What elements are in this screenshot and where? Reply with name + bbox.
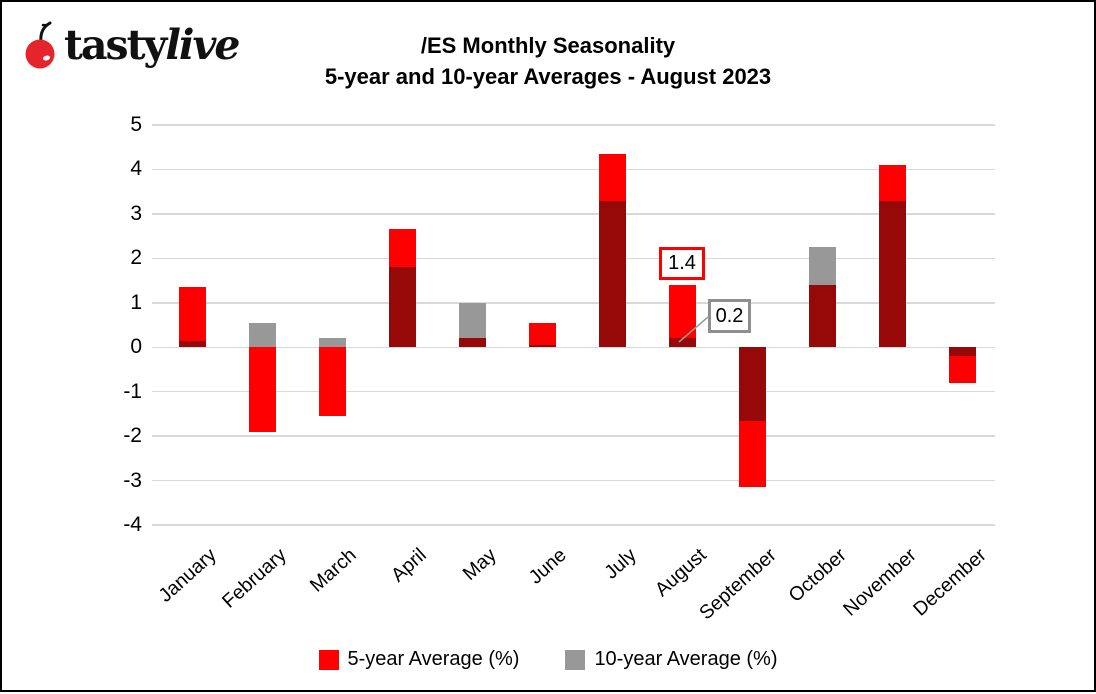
bar-june-overlap: [528, 345, 556, 348]
bar-january-overlap: [178, 340, 206, 348]
bar-december-overlap: [948, 347, 976, 357]
gridline-3: [152, 213, 995, 215]
x-label-november: November: [839, 544, 921, 621]
legend-label-10yr: 10-year Average (%): [594, 648, 778, 670]
bar-may-overlap: [458, 338, 486, 348]
bar-december-5yr: [948, 356, 976, 383]
x-label-july: July: [600, 544, 641, 584]
y-tick-label-4: 4: [130, 157, 142, 181]
bar-march-10yr: [318, 338, 346, 348]
legend-swatch-5yr-icon: [318, 649, 339, 670]
bar-march-5yr: [318, 347, 346, 417]
y-tick-label--4: -4: [123, 513, 142, 537]
legend-item-5yr: 5-year Average (%): [318, 648, 520, 671]
x-label-october: October: [784, 544, 851, 607]
brand-prefix: tasty: [64, 20, 167, 69]
y-tick-label-0: 0: [130, 335, 142, 359]
x-label-april: April: [387, 544, 431, 587]
brand-wordmark: tastylive: [64, 24, 240, 66]
y-tick-label--3: -3: [123, 468, 142, 492]
bar-october-overlap: [808, 285, 836, 348]
x-label-february: February: [218, 544, 291, 613]
bar-august-5yr: [668, 285, 696, 339]
bar-july-5yr: [598, 153, 626, 201]
bar-june-5yr: [528, 322, 556, 346]
callout-august-10yr: 0.2: [708, 299, 751, 333]
bar-september-overlap: [738, 347, 766, 421]
gridline-4: [152, 168, 995, 171]
cherry-icon: [25, 21, 55, 69]
bar-october-10yr: [808, 247, 836, 286]
x-label-december: December: [909, 544, 991, 621]
gridline-0: [152, 346, 995, 348]
chart-title: /ES Monthly Seasonality 5-year and 10-ye…: [2, 30, 1094, 92]
brand-suffix: live: [165, 20, 240, 69]
y-tick-label-1: 1: [130, 290, 142, 314]
x-label-june: June: [524, 544, 571, 589]
gridline--1: [152, 390, 995, 393]
bar-april-5yr: [388, 229, 416, 268]
bar-september-5yr: [738, 420, 766, 488]
bar-november-overlap: [878, 200, 906, 348]
gridline-1: [152, 302, 995, 304]
y-tick-label--2: -2: [123, 424, 142, 448]
gridline-2: [152, 257, 995, 260]
y-tick-label--1: -1: [123, 379, 142, 403]
bar-april-overlap: [388, 267, 416, 348]
x-label-may: May: [458, 544, 501, 586]
gridline--2: [152, 435, 995, 437]
tastylive-logo: tastylive: [24, 20, 240, 70]
x-label-january: January: [154, 544, 221, 607]
gridline-5: [152, 124, 995, 126]
bar-january-5yr: [178, 287, 206, 341]
bar-august-overlap: [668, 338, 696, 348]
y-tick-label-2: 2: [130, 246, 142, 270]
x-label-march: March: [305, 544, 361, 597]
gridline--4: [152, 524, 995, 526]
y-tick-label-3: 3: [130, 201, 142, 225]
callout-august-5yr: 1.4: [659, 247, 705, 280]
chart-title-line1: /ES Monthly Seasonality: [420, 33, 676, 58]
y-tick-label-5: 5: [130, 113, 142, 136]
legend: 5-year Average (%) 10-year Average (%): [2, 648, 1094, 671]
bar-july-overlap: [598, 200, 626, 348]
x-label-august: August: [650, 544, 711, 601]
plot-area: 5 4 3 2 1 0 -1 -2 -3 -4 January February March April M…: [123, 113, 995, 624]
bar-february-10yr: [248, 322, 276, 348]
gridline--3: [152, 479, 995, 482]
chart-title-line2: 5-year and 10-year Averages - August 202…: [324, 64, 772, 89]
legend-swatch-10yr-icon: [565, 649, 586, 670]
legend-item-10yr: 10-year Average (%): [565, 648, 778, 671]
legend-label-5yr: 5-year Average (%): [347, 648, 520, 670]
bar-february-5yr: [248, 347, 276, 432]
bar-november-5yr: [878, 165, 906, 201]
bar-may-10yr: [458, 302, 486, 339]
